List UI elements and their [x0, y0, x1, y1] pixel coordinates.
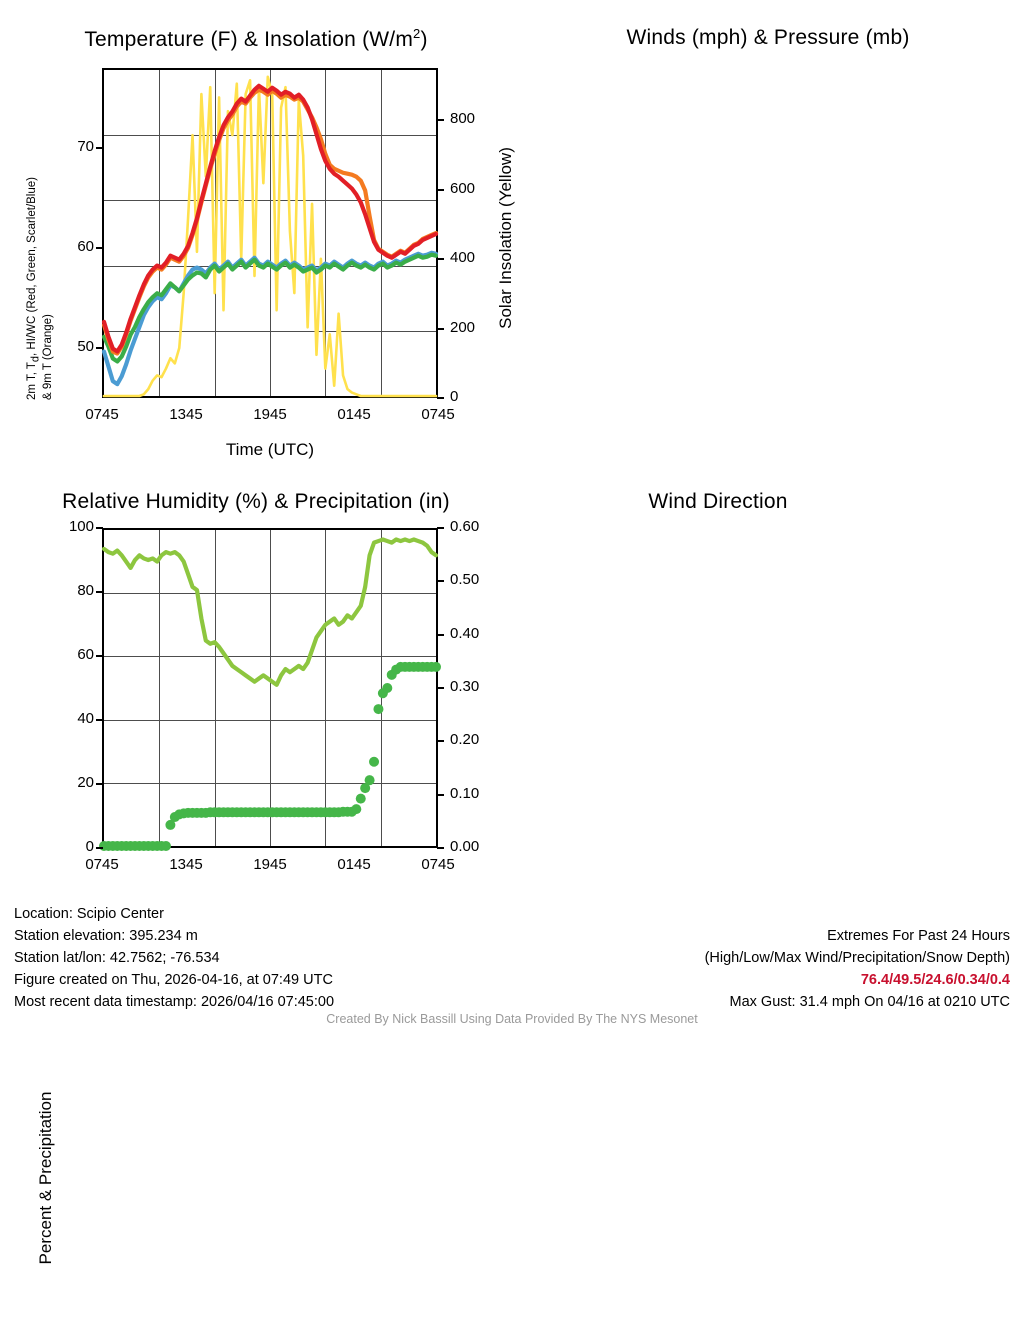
y-axis-tick-label: 80 [77, 582, 94, 599]
y2-axis-tick [437, 580, 444, 583]
gridline-vertical [325, 70, 327, 396]
y2-axis-tick-label: 0.60 [450, 518, 480, 535]
y2-axis-tick [437, 397, 444, 399]
y-axis-tick-label: 20 [77, 774, 94, 791]
gridline-horizontal [104, 330, 436, 332]
x-axis-tick-label: 0745 [85, 856, 119, 873]
y-axis-tick-label: 50 [77, 338, 94, 355]
y2-axis-tick [437, 327, 444, 330]
y2-axis-tick-label: 600 [450, 179, 476, 197]
chart-winds-pressure: Winds (mph) & Pressure (mb) Sonic Wind &… [512, 8, 1024, 468]
y-axis-tick [96, 591, 103, 593]
y2-axis-tick-label: 200 [450, 318, 476, 336]
y2-axis-tick-label: 0.20 [450, 731, 480, 749]
y2-axis-tick [437, 527, 444, 529]
y2-axis-tick-label: 0.50 [450, 571, 480, 589]
extremes-title: Extremes For Past 24 Hours [827, 928, 1010, 944]
y-axis-tick [96, 783, 103, 785]
y-axis-tick [96, 655, 103, 657]
y-axis-tick-label: 40 [77, 710, 94, 727]
y2-axis-tick-label: 0.40 [450, 624, 480, 642]
x-axis-tick-label: 0145 [337, 856, 371, 873]
gridline-horizontal [104, 200, 436, 202]
y-axis-tick [96, 247, 103, 249]
gridline-vertical [380, 70, 382, 396]
y2-axis-tick-label: 800 [450, 110, 476, 128]
y2-axis-tick [437, 687, 444, 689]
y-axis-label-percent: Percent & Precipitation [36, 1091, 55, 1265]
y2-axis-tick [437, 258, 444, 261]
y-axis-tick [96, 347, 103, 349]
y2-axis-tick-label: 0.00 [450, 838, 480, 855]
y2-axis-tick [437, 740, 444, 743]
footer-location: Location: Scipio Center [14, 906, 164, 922]
gridline-horizontal [104, 782, 436, 784]
gridline-vertical [270, 530, 271, 846]
footer-timestamp: Most recent data timestamp: 2026/04/16 0… [14, 994, 335, 1010]
y2-axis-tick-label: 0.30 [450, 678, 480, 695]
y2-axis-tick [437, 847, 444, 849]
x-axis-tick-label: 1345 [169, 406, 203, 423]
footer-latlon: Station lat/lon: 42.7562; -76.534 [14, 950, 220, 966]
gridline-vertical [380, 530, 382, 846]
gridline-vertical [159, 70, 161, 396]
y-axis-tick [96, 527, 103, 529]
y-axis-tick-label: 100 [68, 518, 94, 535]
x-axis-tick-label: 0745 [421, 856, 455, 873]
footer-elevation: Station elevation: 395.234 m [14, 928, 198, 944]
chart-title: Winds (mph) & Pressure (mb) [626, 26, 910, 49]
weather-dashboard: Temperature (F) & Insolation (W/m2) 2m T… [0, 8, 1024, 1264]
y-axis-tick-label: 60 [77, 238, 94, 255]
gridline-vertical [270, 70, 271, 396]
extremes-values: 76.4/49.5/24.6/0.34/0.4 [860, 972, 1010, 988]
plot-area [101, 68, 439, 398]
y-axis-tick-label: 0 [85, 838, 94, 855]
y2-axis-tick-label: 0.10 [450, 784, 480, 802]
y2-axis-tick [437, 633, 444, 636]
x-axis-label: Time (UTC) [225, 440, 315, 459]
gridline-horizontal [104, 719, 436, 721]
x-axis-tick-label: 1945 [253, 856, 287, 873]
footer-created: Figure created on Thu, 2026-04-16, at 07… [14, 972, 333, 988]
chart-title: Relative Humidity (%) & Precipitation (i… [62, 490, 450, 513]
credit-line: Created By Nick Bassill Using Data Provi… [326, 1012, 698, 1026]
gridline-vertical [159, 530, 161, 846]
gridline-horizontal [104, 135, 436, 137]
y2-axis-tick-label: 400 [450, 249, 476, 267]
y-axis-tick-label: 60 [77, 646, 94, 663]
x-axis-tick-label: 0145 [337, 406, 371, 423]
chart-temperature-insolation: Temperature (F) & Insolation (W/m2) 2m T… [0, 8, 515, 468]
y2-axis-tick [437, 188, 444, 191]
y-axis-tick [96, 847, 103, 849]
extremes-subtitle: (High/Low/Max Wind/Precipitation/Snow De… [704, 950, 1010, 966]
y2-axis-tick-label: 0 [450, 388, 459, 405]
chart-title: Temperature (F) & Insolation (W/m2) [84, 26, 428, 51]
gridline-vertical [325, 530, 327, 846]
x-axis-tick-label: 0745 [421, 406, 455, 423]
x-axis-tick-label: 1345 [169, 856, 203, 873]
y2-axis-tick [437, 793, 444, 796]
x-axis-tick-label: 1945 [253, 406, 287, 423]
chart-wind-direction: Wind Direction Direction (Colored By Spe… [512, 478, 1024, 908]
y2-axis-tick [437, 119, 444, 122]
chart-humidity-precipitation: Relative Humidity (%) & Precipitation (i… [0, 478, 512, 1264]
x-axis-tick-label: 0745 [85, 406, 119, 423]
max-gust: Max Gust: 31.4 mph On 04/16 at 0210 UTC [729, 994, 1010, 1010]
gridline-horizontal [104, 656, 436, 658]
y-axis-tick [96, 719, 103, 721]
y-axis-tick-label: 70 [77, 138, 94, 155]
gridline-vertical [214, 530, 216, 846]
y-axis-tick [96, 147, 103, 149]
gridline-horizontal [104, 593, 436, 595]
plot-area [99, 528, 441, 851]
chart-title: Wind Direction [648, 490, 788, 513]
